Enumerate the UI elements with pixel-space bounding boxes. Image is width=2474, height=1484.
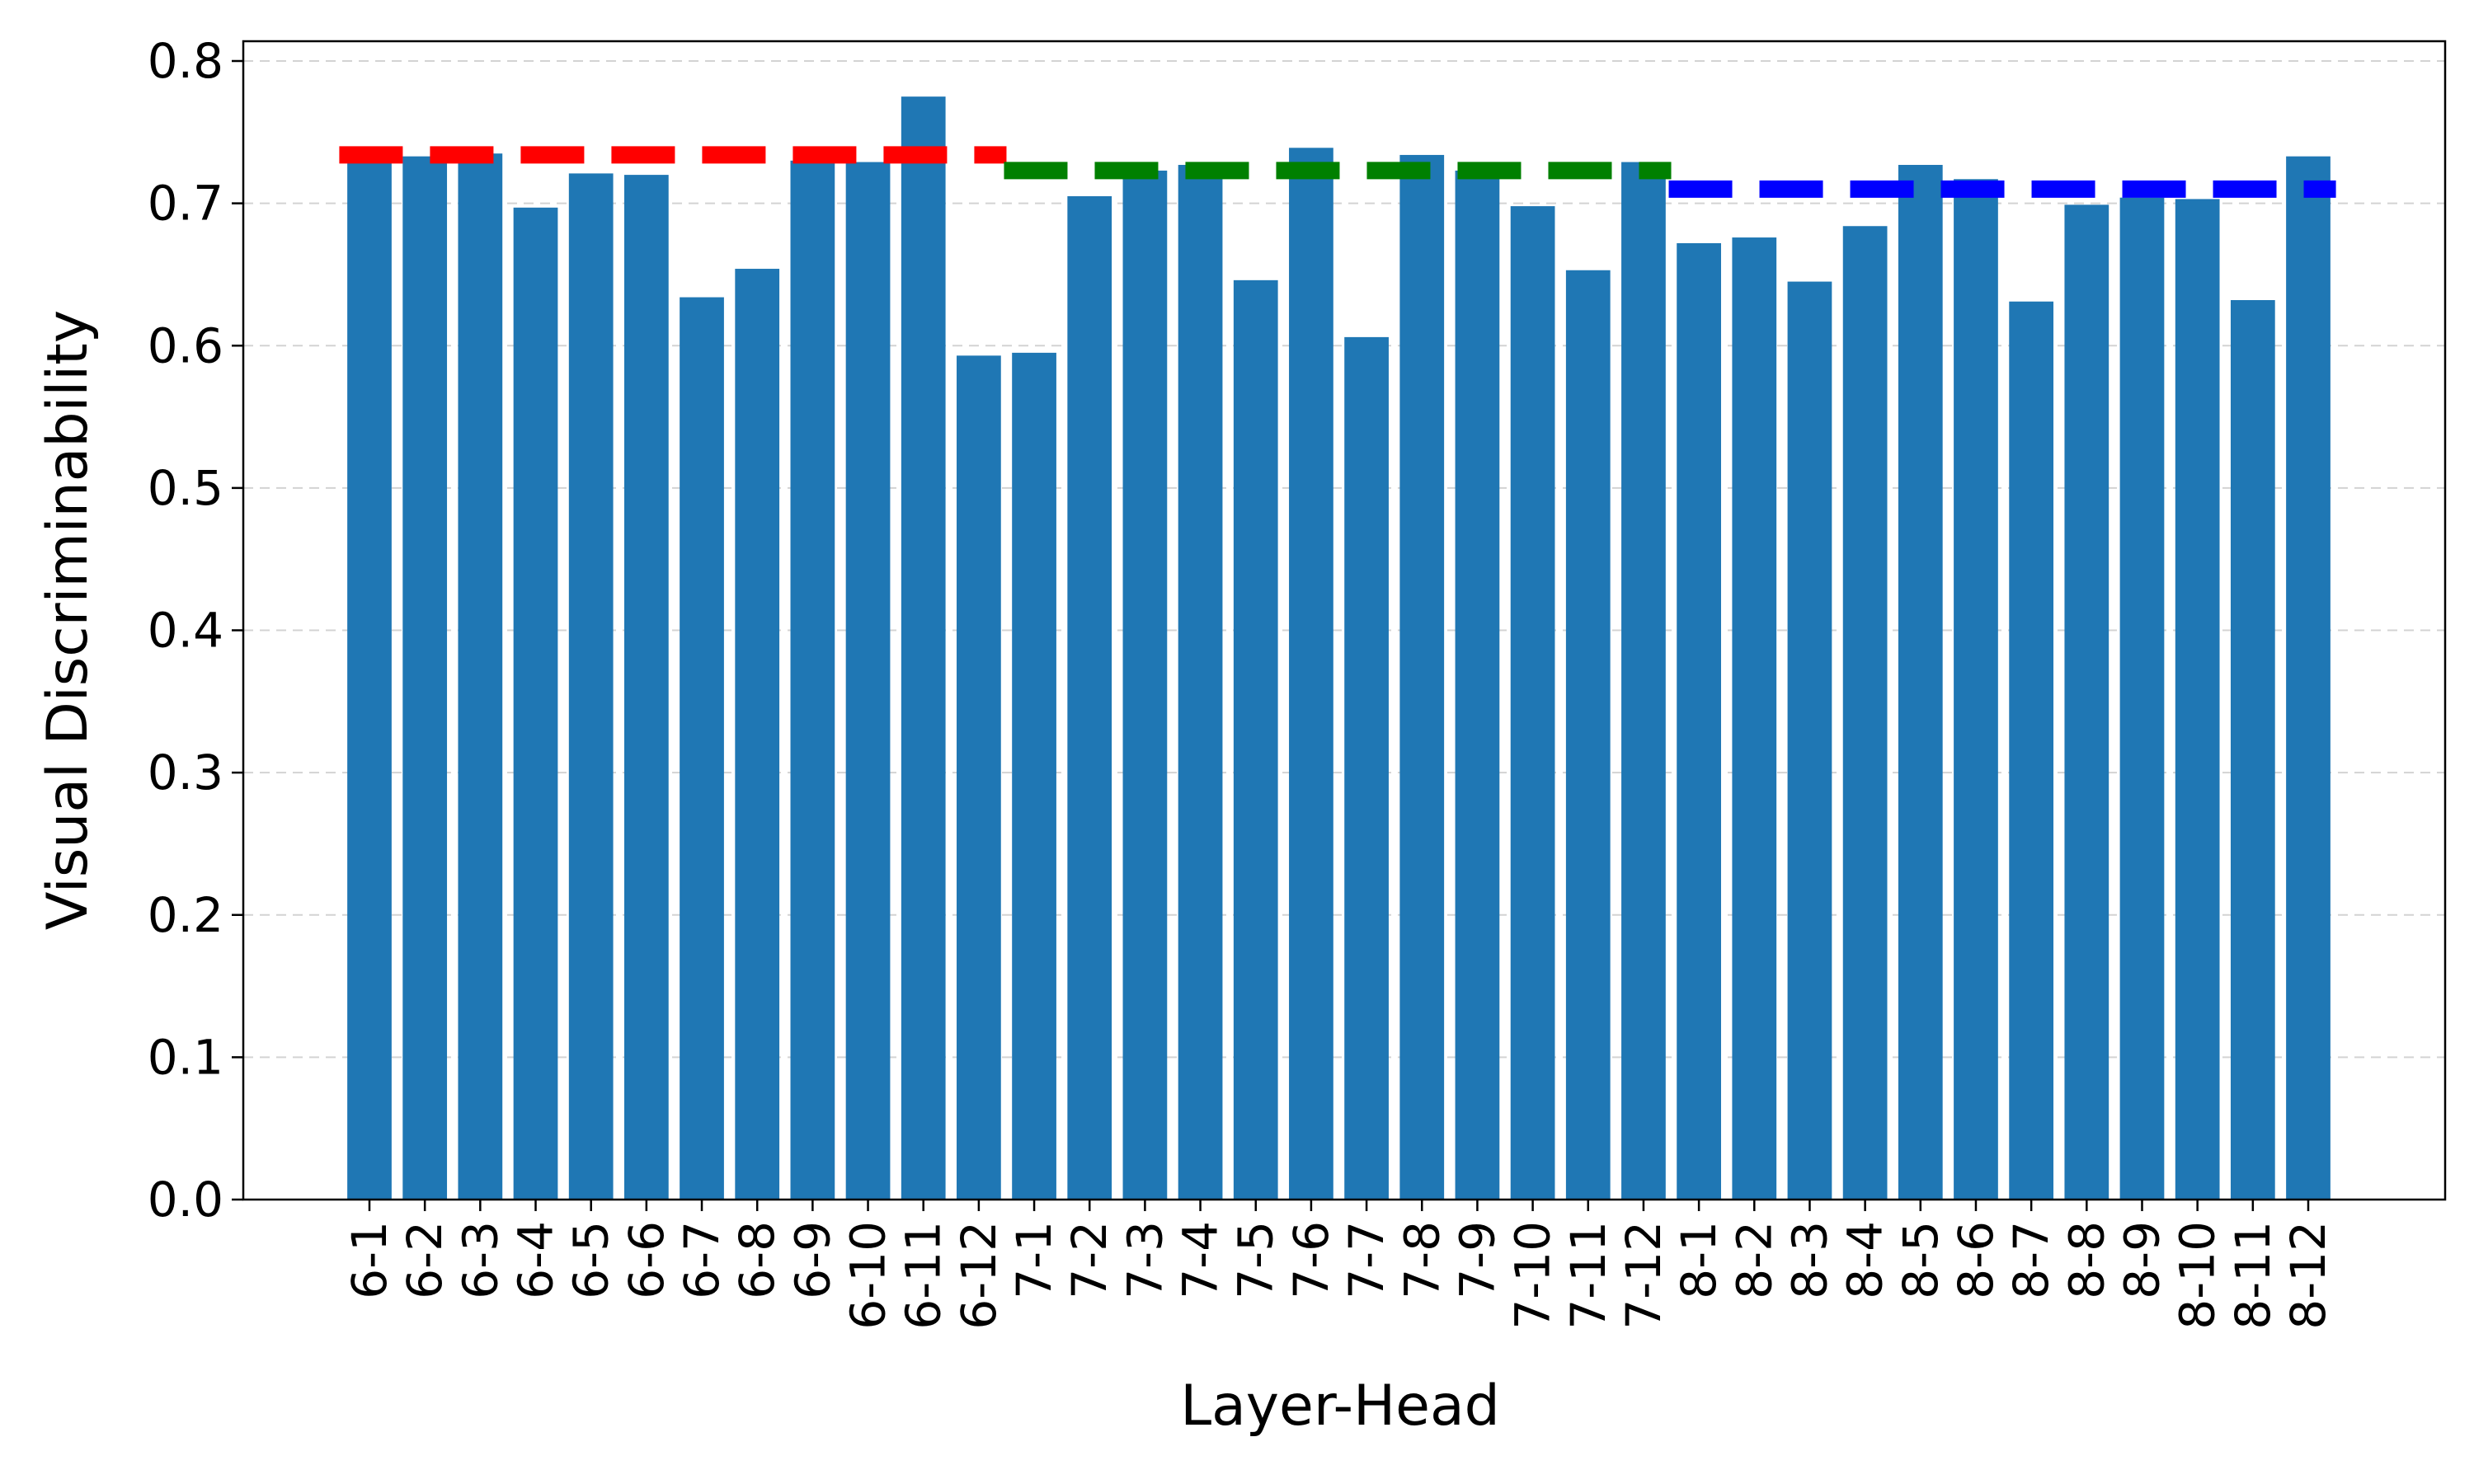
y-tick-label: 0.4	[148, 603, 223, 659]
x-tick-label: 6-7	[674, 1221, 730, 1299]
bar-8-1	[1677, 242, 1721, 1200]
bar-7-11	[1565, 270, 1611, 1200]
x-tick-label: 7-11	[1560, 1221, 1616, 1330]
y-axis-ticks: 0.0 0.1 0.2 0.3 0.4 0.5 0.6 0.7 0.8	[148, 33, 243, 1228]
x-tick-label: 8-6	[1948, 1221, 2004, 1299]
x-tick-label: 7-12	[1616, 1221, 1672, 1330]
bar-8-12	[2286, 156, 2331, 1200]
bar-7-10	[1510, 206, 1555, 1200]
x-tick-label: 8-10	[2170, 1221, 2226, 1330]
y-tick-label: 0.3	[148, 744, 223, 801]
bar-8-11	[2230, 300, 2275, 1200]
bar-8-10	[2175, 199, 2220, 1200]
x-tick-label: 6-8	[729, 1221, 785, 1299]
bar-8-6	[1954, 179, 1998, 1200]
bar-8-9	[2119, 197, 2165, 1200]
y-axis-label: Visual Discriminability	[35, 310, 101, 930]
bar-7-7	[1344, 336, 1389, 1200]
bar-6-12	[957, 355, 1001, 1200]
x-tick-label: 8-5	[1893, 1221, 1949, 1299]
bar-8-3	[1787, 281, 1832, 1200]
x-tick-label: 8-12	[2280, 1221, 2336, 1330]
x-tick-label: 7-10	[1505, 1221, 1561, 1330]
plot-frame	[242, 40, 2447, 1201]
x-tick-label: 7-1	[1006, 1221, 1062, 1299]
reference-lines	[339, 146, 2336, 198]
bar-6-2	[402, 156, 448, 1200]
x-tick-label: 6-9	[784, 1221, 840, 1299]
x-tick-label: 6-4	[508, 1221, 564, 1299]
bar-6-1	[347, 156, 392, 1200]
x-tick-label: 8-4	[1837, 1221, 1893, 1299]
bar-7-8	[1399, 154, 1445, 1200]
x-tick-label: 7-4	[1173, 1221, 1229, 1299]
bar-8-5	[1898, 165, 1943, 1200]
bar-7-9	[1455, 170, 1500, 1200]
bar-6-5	[568, 173, 614, 1200]
x-tick-label: 7-2	[1061, 1221, 1117, 1299]
bar-8-7	[2009, 301, 2054, 1200]
x-tick-label: 6-1	[341, 1221, 397, 1299]
x-tick-label: 6-12	[951, 1221, 1007, 1330]
x-tick-label: 6-2	[397, 1221, 453, 1299]
x-tick-label: 8-2	[1726, 1221, 1782, 1299]
x-tick-label: 6-5	[563, 1221, 619, 1299]
x-tick-label: 7-3	[1117, 1221, 1173, 1299]
bar-7-2	[1067, 195, 1112, 1200]
bar-6-6	[623, 175, 669, 1200]
bar-7-1	[1012, 352, 1056, 1200]
bars	[347, 96, 2331, 1200]
bar-6-10	[845, 162, 891, 1200]
x-tick-label: 6-6	[618, 1221, 675, 1299]
x-tick-label: 8-3	[1781, 1221, 1837, 1299]
x-tick-label: 7-6	[1283, 1221, 1339, 1299]
y-tick-label: 0.8	[148, 33, 223, 89]
bar-6-4	[513, 207, 558, 1200]
x-tick-label: 8-11	[2225, 1221, 2281, 1330]
bar-6-3	[458, 153, 503, 1200]
x-tick-label: 7-7	[1338, 1221, 1395, 1299]
bar-7-6	[1289, 148, 1333, 1200]
bar-6-7	[680, 297, 724, 1200]
bar-7-5	[1233, 279, 1278, 1200]
bar-7-3	[1122, 170, 1168, 1200]
bar-6-8	[735, 269, 780, 1200]
bar-6-9	[790, 160, 835, 1200]
y-tick-label: 0.7	[148, 176, 223, 232]
x-tick-label: 8-7	[2003, 1221, 2059, 1299]
bar-8-4	[1842, 226, 1888, 1200]
y-tick-label: 0.2	[148, 887, 223, 943]
y-tick-label: 0.5	[148, 460, 223, 516]
y-tick-label: 0.0	[148, 1172, 223, 1228]
x-axis-label: Layer-Head	[1180, 1374, 1500, 1439]
x-tick-label: 6-11	[896, 1221, 952, 1330]
x-tick-label: 7-9	[1449, 1221, 1505, 1299]
x-tick-label: 8-1	[1671, 1221, 1727, 1299]
y-tick-label: 0.6	[148, 317, 223, 373]
x-tick-label: 6-10	[840, 1221, 896, 1330]
x-tick-label: 7-5	[1228, 1221, 1284, 1299]
x-axis-ticks: 6-1 6-2 6-3 6-4 6-5 6-6 6-7 6-8 6-9 6-10 6-11 6-12 7…	[341, 1200, 2336, 1330]
y-tick-label: 0.1	[148, 1029, 223, 1085]
x-tick-label: 6-3	[452, 1221, 508, 1299]
bar-7-12	[1621, 162, 1666, 1200]
x-tick-label: 8-9	[2114, 1221, 2170, 1299]
x-tick-label: 8-8	[2058, 1221, 2114, 1299]
bar-8-8	[2064, 204, 2109, 1200]
bar-8-2	[1732, 237, 1777, 1200]
x-tick-label: 7-8	[1394, 1221, 1450, 1299]
bar-7-4	[1178, 165, 1223, 1200]
bar-6-11	[901, 96, 946, 1200]
